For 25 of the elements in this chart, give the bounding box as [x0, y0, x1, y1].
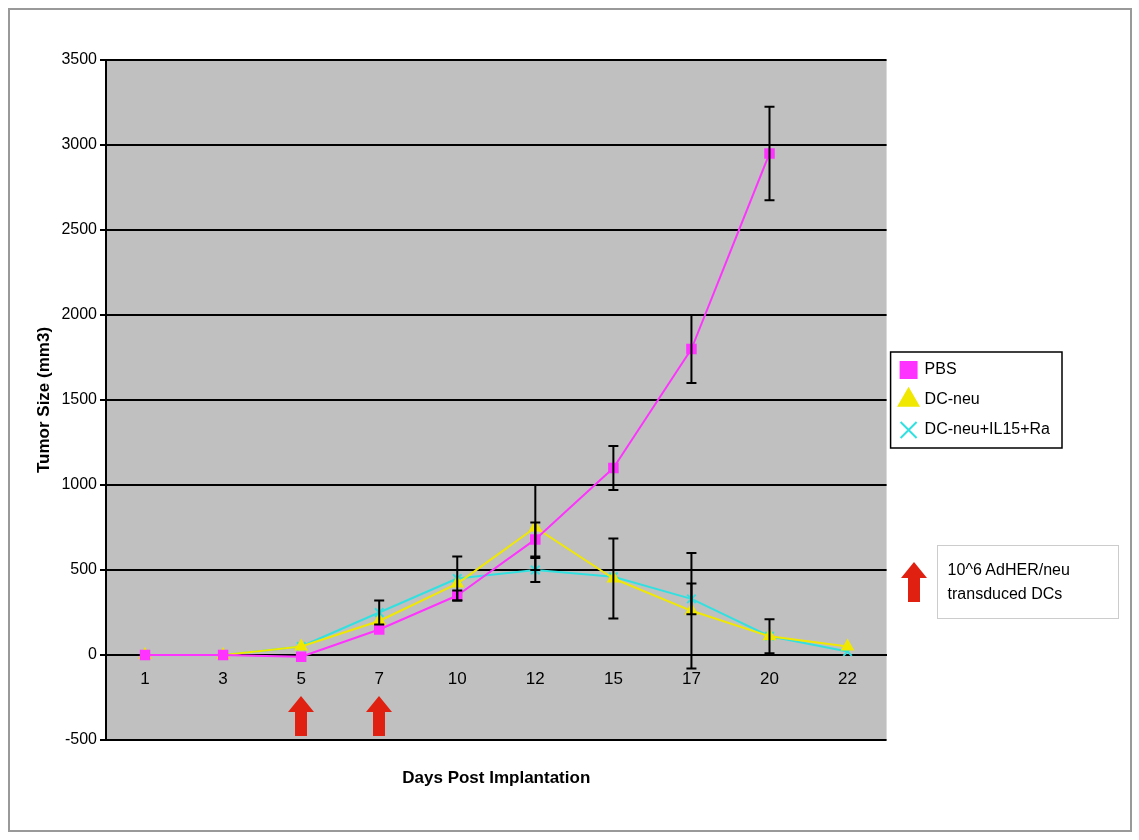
x-tick-label: 7	[374, 668, 384, 688]
legend-label: DC-neu+IL15+Ra	[924, 420, 1051, 438]
x-tick-label: 5	[296, 668, 306, 688]
x-tick-label: 10	[447, 668, 467, 688]
x-tick-label: 3	[218, 668, 228, 688]
text: 10^6 AdHER/neu transduced DCs	[936, 545, 1119, 619]
legend-label: DC-neu	[924, 390, 980, 408]
x-tick-label: 12	[525, 668, 545, 688]
y-tick-label: 0	[88, 645, 98, 663]
x-tick-label: 22	[838, 668, 858, 688]
x-tick-label: 15	[603, 668, 623, 688]
y-tick-label: -500	[64, 730, 98, 748]
y-tick-label: 2000	[61, 305, 98, 323]
y-tick-label: 500	[70, 560, 98, 578]
y-tick-label: 2500	[61, 220, 98, 238]
x-axis-title: Days Post Implantation	[401, 768, 592, 788]
x-tick-label: 20	[760, 668, 779, 688]
legend-label: PBS	[924, 360, 957, 378]
x-tick-label: 1	[140, 668, 150, 688]
y-axis-title: Tumor Size (mm3)	[33, 326, 53, 474]
y-tick-label: 3000	[61, 135, 98, 153]
y-tick-label: 1500	[61, 390, 98, 408]
x-tick-label: 17	[681, 668, 701, 688]
y-tick-label: 1000	[61, 475, 98, 493]
y-tick-label: 3500	[61, 50, 98, 68]
